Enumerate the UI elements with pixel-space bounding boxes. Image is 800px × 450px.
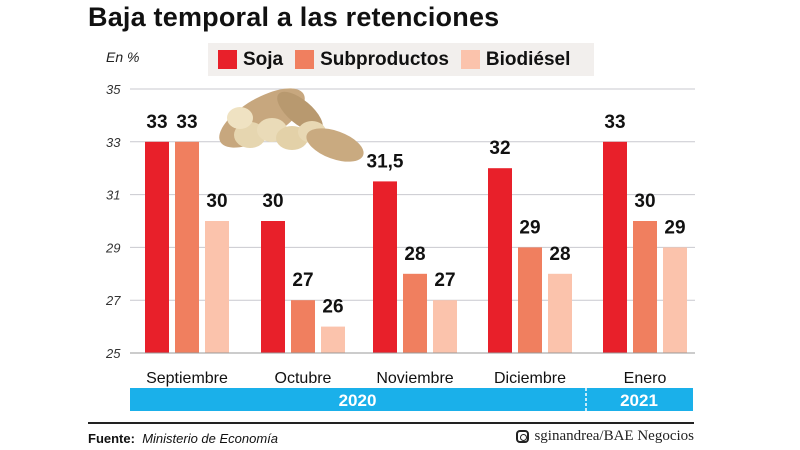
bar-subproductos — [403, 273, 427, 353]
bar-biodiésel — [321, 326, 345, 353]
legend-label: Subproductos — [320, 48, 449, 70]
footer-divider — [88, 422, 694, 424]
legend-swatch — [218, 50, 237, 69]
data-label: 29 — [664, 217, 685, 238]
legend-label: Biodiésel — [485, 48, 571, 70]
source-text: Ministerio de Economía — [142, 431, 279, 446]
y-tick-label: 33 — [106, 135, 121, 150]
data-label: 33 — [604, 112, 625, 133]
data-label: 27 — [434, 270, 455, 291]
data-label: 27 — [292, 270, 313, 291]
y-tick-label: 29 — [105, 240, 120, 255]
soybean-shape — [306, 128, 364, 162]
legend-item: Subproductos — [295, 49, 449, 71]
data-label: 33 — [176, 112, 197, 133]
credit-text: sginandrea/BAE Negocios — [534, 428, 694, 444]
legend-swatch — [460, 50, 480, 69]
year-band — [585, 388, 693, 411]
bar-soja — [603, 141, 627, 353]
y-tick-label: 35 — [106, 82, 121, 97]
data-label: 30 — [634, 191, 655, 212]
y-tick-label: 25 — [105, 346, 121, 361]
legend-swatch — [295, 50, 315, 69]
legend: Soja Subproductos Biodiésel — [208, 43, 594, 76]
data-label: 26 — [322, 297, 343, 318]
bar-subproductos — [291, 300, 315, 353]
data-label: 31,5 — [367, 151, 404, 172]
data-label: 32 — [489, 138, 510, 159]
chart-title: Baja temporal a las retenciones — [88, 2, 500, 32]
y-tick-label: 31 — [106, 188, 120, 203]
credit: sginandrea/BAE Negocios — [516, 428, 694, 445]
data-label: 29 — [519, 217, 540, 238]
source-label: Fuente: — [88, 431, 135, 446]
instagram-icon — [516, 430, 530, 443]
x-tick-label: Diciembre — [494, 370, 566, 387]
x-tick-label: Enero — [624, 370, 667, 387]
bar-soja — [373, 181, 397, 353]
x-tick-label: Octubre — [275, 370, 332, 387]
bar-subproductos — [175, 141, 199, 353]
year-label: 2020 — [339, 391, 377, 410]
bar-biodiésel — [433, 300, 457, 353]
bar-subproductos — [518, 247, 542, 353]
year-label: 2021 — [620, 391, 658, 410]
data-label: 33 — [146, 112, 167, 133]
data-label: 30 — [262, 191, 283, 212]
bar-biodiésel — [663, 247, 687, 353]
bar-subproductos — [633, 221, 657, 353]
data-label: 30 — [206, 191, 227, 212]
bar-biodiésel — [548, 273, 572, 353]
data-label: 28 — [404, 244, 425, 265]
bar-soja — [488, 168, 512, 353]
y-axis-unit: En % — [106, 49, 140, 65]
bar-biodiésel — [205, 221, 229, 353]
bar-soja — [145, 141, 169, 353]
legend-item: Soja — [218, 49, 283, 71]
data-label: 28 — [549, 244, 570, 265]
legend-item: Biodiésel — [460, 48, 571, 71]
x-tick-label: Septiembre — [146, 370, 228, 387]
soybean-shape — [227, 107, 253, 129]
source: Fuente: Ministerio de Economía — [88, 431, 278, 446]
bar-soja — [261, 221, 285, 353]
x-tick-label: Noviembre — [376, 370, 453, 387]
legend-label: Soja — [243, 48, 284, 70]
soybean-image — [219, 88, 364, 162]
year-band — [130, 388, 585, 411]
y-tick-label: 27 — [105, 293, 121, 308]
